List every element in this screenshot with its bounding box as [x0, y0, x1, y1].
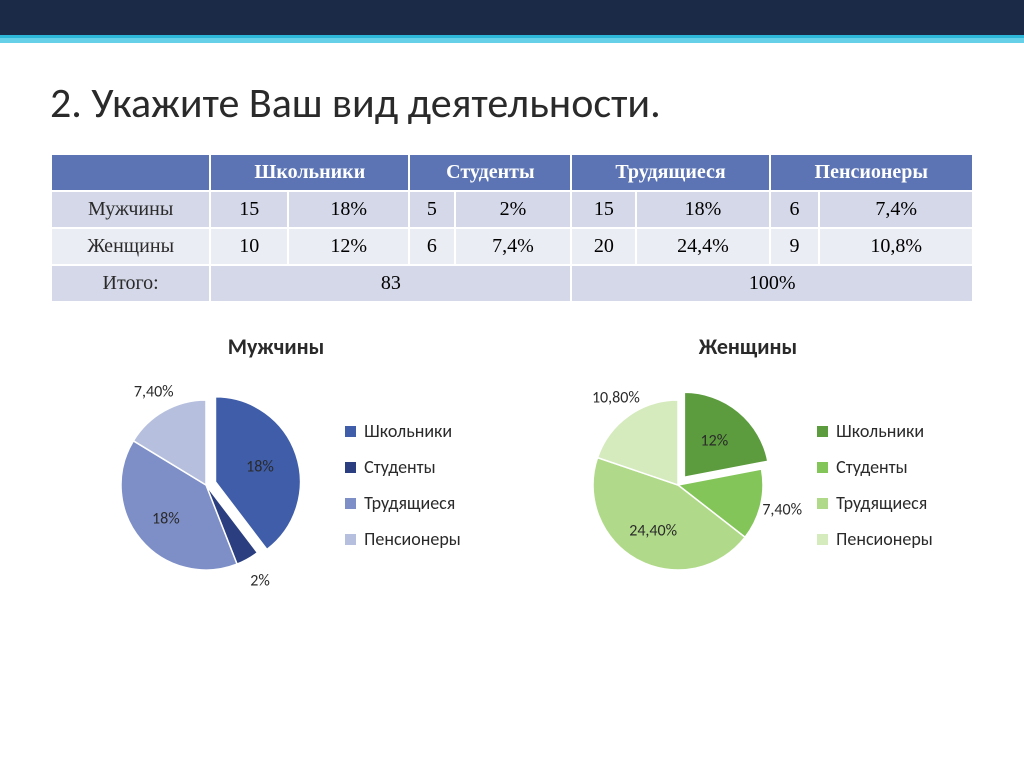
header-col-1: Студенты — [409, 154, 571, 191]
pie-slice-label: 18% — [246, 457, 274, 476]
legend-swatch — [817, 462, 828, 473]
pie-slice-label: 7,40% — [134, 382, 174, 401]
legend-item: Студенты — [345, 456, 461, 478]
chart-women-body: 12% 7,40% 24,40% 10,80% Школьники Студенты Тр… — [563, 370, 933, 600]
legend-women: Школьники Студенты Трудящиеся Пенсионеры — [817, 420, 933, 550]
legend-swatch — [817, 534, 828, 545]
cell: 20 — [571, 228, 636, 265]
header-col-0: Школьники — [210, 154, 409, 191]
legend-item: Трудящиеся — [345, 492, 461, 514]
pie-slice-label: 24,40% — [629, 522, 677, 541]
legend-item: Школьники — [817, 420, 933, 442]
legend-men: Школьники Студенты Трудящиеся Пенсионеры — [345, 420, 461, 550]
pie-slice-label: 7,40% — [762, 501, 802, 520]
total-percent: 100% — [571, 265, 973, 302]
pie-slice-label: 12% — [700, 432, 728, 451]
header-blank — [51, 154, 210, 191]
legend-swatch — [817, 498, 828, 509]
slide-content: 2. Укажите Ваш вид деятельности. Школьни… — [0, 38, 1024, 620]
chart-men-body: 18% 2% 18% 7,40% Школьники Студенты Трудящиес… — [91, 370, 461, 600]
pie-slice-label: 10,80% — [592, 389, 640, 408]
legend-swatch — [345, 426, 356, 437]
header-col-3: Пенсионеры — [770, 154, 973, 191]
cell: 18% — [636, 191, 769, 228]
cell: 7,4% — [455, 228, 572, 265]
cell: 15 — [571, 191, 636, 228]
pie-slice-label: 2% — [250, 571, 270, 590]
table-header-row: Школьники Студенты Трудящиеся Пенсионеры — [51, 154, 973, 191]
cell: 10,8% — [819, 228, 973, 265]
pie-men: 18% 2% 18% 7,40% — [91, 370, 321, 600]
legend-item: Пенсионеры — [817, 528, 933, 550]
row-label: Женщины — [51, 228, 210, 265]
legend-swatch — [345, 462, 356, 473]
legend-label: Трудящиеся — [836, 492, 927, 514]
pie-slice-label: 18% — [152, 509, 180, 528]
cell: 2% — [455, 191, 572, 228]
legend-swatch — [817, 426, 828, 437]
legend-label: Школьники — [836, 420, 924, 442]
cell: 15 — [210, 191, 288, 228]
legend-label: Студенты — [364, 456, 435, 478]
legend-item: Школьники — [345, 420, 461, 442]
chart-men-title: Мужчины — [228, 333, 325, 360]
legend-label: Пенсионеры — [364, 528, 461, 550]
cell: 24,4% — [636, 228, 769, 265]
table-row-women: Женщины 10 12% 6 7,4% 20 24,4% 9 10,8% — [51, 228, 973, 265]
cell: 10 — [210, 228, 288, 265]
legend-label: Школьники — [364, 420, 452, 442]
chart-men: Мужчины 18% 2% 18% 7,40% Школьники Студенты Т… — [50, 333, 502, 600]
charts-row: Мужчины 18% 2% 18% 7,40% Школьники Студенты Т… — [50, 333, 974, 600]
cell: 7,4% — [819, 191, 973, 228]
legend-item: Трудящиеся — [817, 492, 933, 514]
cell: 9 — [770, 228, 820, 265]
cell: 18% — [288, 191, 409, 228]
legend-item: Пенсионеры — [345, 528, 461, 550]
slide-top-bar — [0, 0, 1024, 38]
cell: 6 — [770, 191, 820, 228]
legend-label: Трудящиеся — [364, 492, 455, 514]
cell: 5 — [409, 191, 454, 228]
total-label: Итого: — [51, 265, 210, 302]
table-row-total: Итого: 83 100% — [51, 265, 973, 302]
legend-label: Студенты — [836, 456, 907, 478]
pie-women: 12%7,40%24,40%10,80% — [563, 370, 793, 600]
slide-title: 2. Укажите Ваш вид деятельности. — [50, 78, 974, 129]
cell: 12% — [288, 228, 409, 265]
total-count: 83 — [210, 265, 571, 302]
chart-women-title: Женщины — [699, 333, 797, 360]
legend-swatch — [345, 534, 356, 545]
cell: 6 — [409, 228, 454, 265]
table-row-men: Мужчины 15 18% 5 2% 15 18% 6 7,4% — [51, 191, 973, 228]
row-label: Мужчины — [51, 191, 210, 228]
legend-item: Студенты — [817, 456, 933, 478]
header-col-2: Трудящиеся — [571, 154, 769, 191]
chart-women: Женщины 12% 7,40% 24,40% 10,80% Школьники Ст… — [522, 333, 974, 600]
legend-swatch — [345, 498, 356, 509]
legend-label: Пенсионеры — [836, 528, 933, 550]
activity-table: Школьники Студенты Трудящиеся Пенсионеры… — [50, 153, 974, 303]
